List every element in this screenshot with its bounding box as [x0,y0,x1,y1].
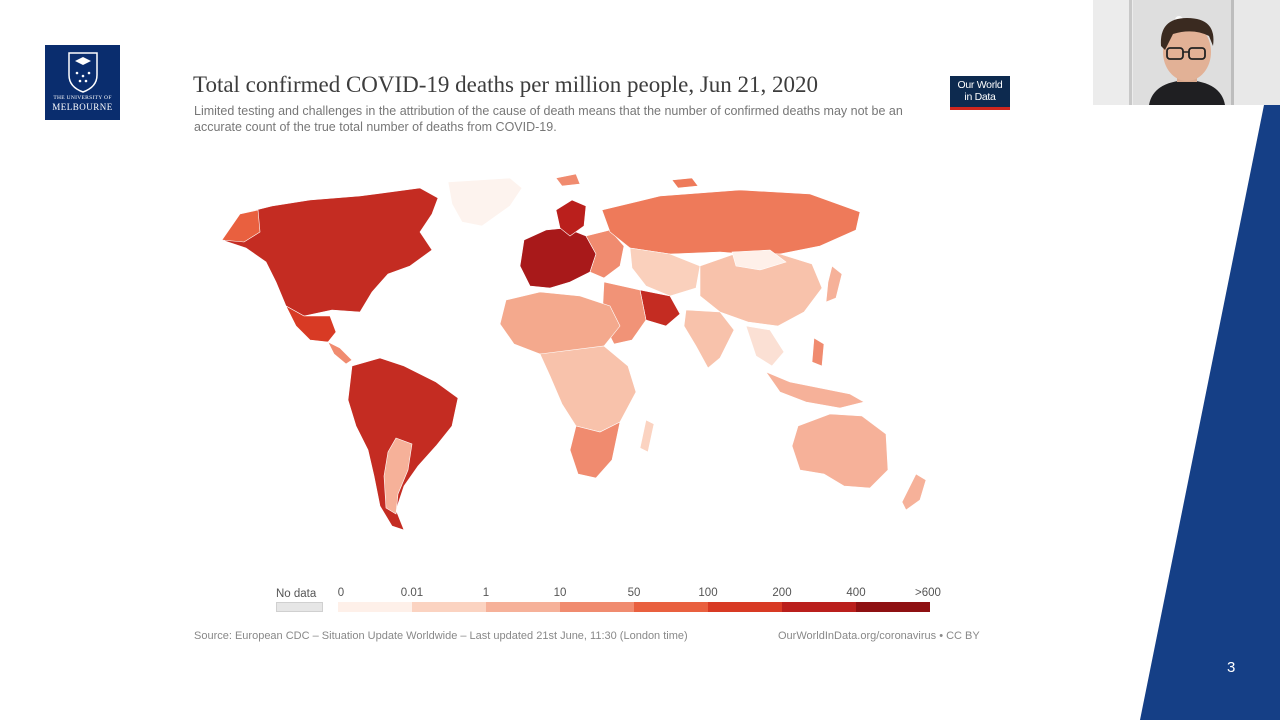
map-region-central-america[interactable] [327,341,353,365]
legend-tick-label: >600 [915,587,941,599]
presenter-webcam-video[interactable] [1093,0,1280,105]
university-name-line2: MELBOURNE [52,102,113,112]
map-region-mexico[interactable] [285,305,337,343]
slide-page-number: 3 [1227,659,1236,676]
map-region-central-africa[interactable] [539,345,637,433]
legend-tick-label: 200 [772,587,792,599]
chart-source: Source: European CDC – Situation Update … [194,630,688,642]
map-region-north-america[interactable] [221,187,439,317]
legend-bin-2[interactable] [486,602,560,612]
legend-tick-label: 10 [553,587,567,599]
map-region-north-africa[interactable] [499,291,621,355]
chart-credit-link[interactable]: OurWorldInData.org/coronavirus • CC BY [778,630,980,642]
legend-bin-4[interactable] [634,602,708,612]
slide-accent-shape [1140,105,1280,720]
legend-tick-label: 50 [627,587,641,599]
map-region-western-europe[interactable] [519,227,597,289]
legend-bin-0[interactable] [338,602,412,612]
map-region-scandinavia[interactable] [555,199,587,237]
legend-color-scale[interactable] [338,602,930,612]
map-region-russia[interactable] [601,189,861,257]
chart-title: Total confirmed COVID-19 deaths per mill… [193,72,819,97]
map-region-southern-africa[interactable] [569,421,621,479]
legend-tick-label: 0.01 [400,587,424,599]
legend-no-data-swatch [276,602,323,612]
owid-logo-line1: Our World [957,79,1003,91]
legend-bin-5[interactable] [708,602,782,612]
map-region-argentina[interactable] [383,437,413,515]
map-region-australia[interactable] [791,413,889,489]
legend-bin-1[interactable] [412,602,486,612]
legend-tick-label: 100 [698,587,718,599]
world-choropleth-map[interactable] [200,170,970,540]
legend-tick-label: 0 [337,587,345,599]
map-region-central-asia[interactable] [629,247,701,297]
legend-bin-3[interactable] [560,602,634,612]
map-region-japan[interactable] [825,265,843,303]
university-logo: THE UNIVERSITY OF MELBOURNE [45,45,120,120]
map-region-greenland[interactable] [447,177,523,227]
owid-logo-line2: in Data [964,91,996,103]
legend-bin-7[interactable] [856,602,930,612]
map-region-svalbard[interactable] [671,177,699,189]
map-region-southeast-asia[interactable] [745,325,785,367]
map-region-madagascar[interactable] [639,419,655,453]
map-region-india[interactable] [683,309,735,369]
map-region-alaska[interactable] [221,209,261,243]
map-region-philippines[interactable] [811,337,825,367]
chart-subtitle: Limited testing and challenges in the at… [194,104,903,134]
map-region-iran[interactable] [639,289,681,327]
presenter-video-frame [1093,0,1280,105]
legend-tick-label: 400 [846,587,866,599]
map-region-arctic-islands[interactable] [555,173,581,187]
legend-tick-labels: 0 0.01 1 10 50 100 200 400 >600 [0,587,1280,601]
crest-icon [68,52,98,93]
legend-bin-6[interactable] [782,602,856,612]
university-name-line1: THE UNIVERSITY OF [53,95,112,101]
owid-logo[interactable]: Our World in Data [950,76,1010,110]
legend-tick-label: 1 [482,587,490,599]
map-region-mongolia[interactable] [731,249,787,271]
map-region-indonesia[interactable] [765,371,865,409]
legend-no-data-label: No data [276,588,317,600]
map-region-new-zealand[interactable] [901,473,927,511]
